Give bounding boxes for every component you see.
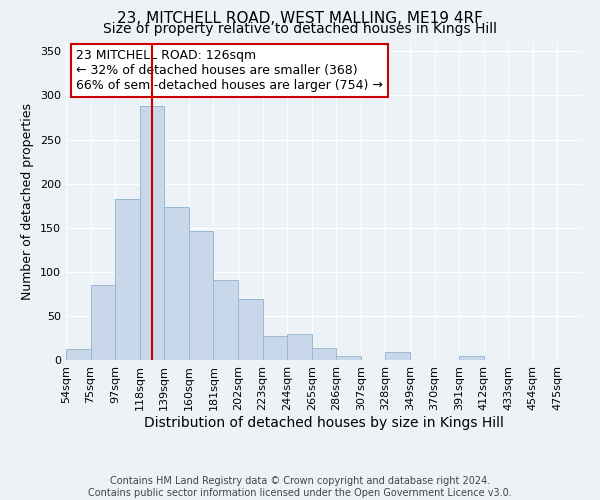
Bar <box>459 356 484 360</box>
Bar <box>91 285 115 360</box>
Bar <box>385 352 410 360</box>
Text: 23 MITCHELL ROAD: 126sqm
← 32% of detached houses are smaller (368)
66% of semi-: 23 MITCHELL ROAD: 126sqm ← 32% of detach… <box>76 49 383 92</box>
Bar <box>238 299 263 360</box>
Bar <box>287 334 312 360</box>
Bar <box>214 280 238 360</box>
Bar <box>312 348 336 360</box>
Bar <box>263 336 287 360</box>
Bar <box>140 106 164 360</box>
Text: Size of property relative to detached houses in Kings Hill: Size of property relative to detached ho… <box>103 22 497 36</box>
Bar <box>164 206 189 360</box>
Bar <box>115 198 140 360</box>
Text: 23, MITCHELL ROAD, WEST MALLING, ME19 4RF: 23, MITCHELL ROAD, WEST MALLING, ME19 4R… <box>117 11 483 26</box>
Text: Contains HM Land Registry data © Crown copyright and database right 2024.
Contai: Contains HM Land Registry data © Crown c… <box>88 476 512 498</box>
Y-axis label: Number of detached properties: Number of detached properties <box>22 103 34 300</box>
Bar <box>66 348 91 360</box>
X-axis label: Distribution of detached houses by size in Kings Hill: Distribution of detached houses by size … <box>144 416 504 430</box>
Bar <box>336 356 361 360</box>
Bar <box>189 231 214 360</box>
